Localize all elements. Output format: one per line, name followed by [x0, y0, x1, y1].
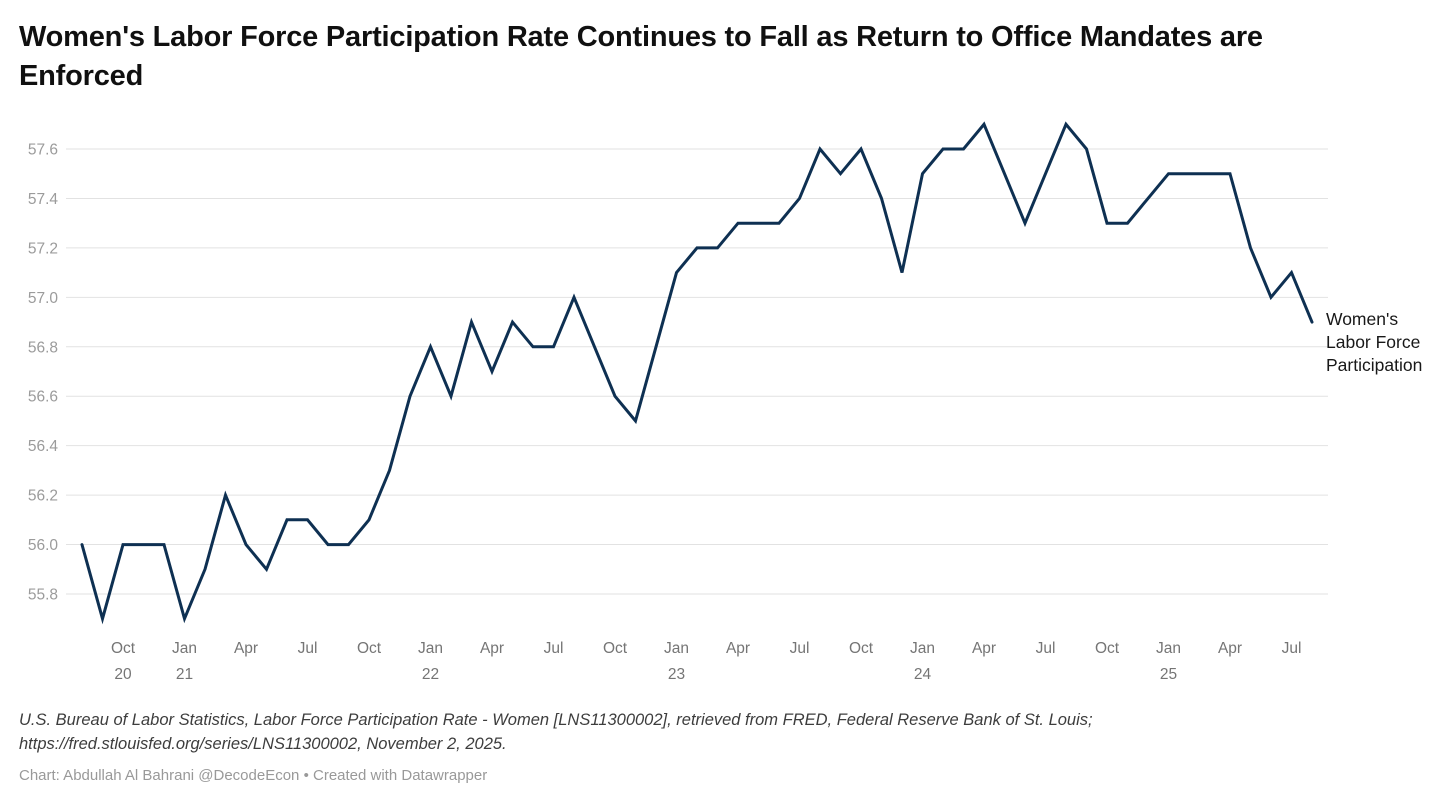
x-tick-label: Jan — [1156, 640, 1181, 657]
y-tick-label: 56.6 — [28, 389, 58, 406]
x-tick-label: Oct — [111, 640, 136, 657]
y-tick-label: 57.2 — [28, 241, 58, 258]
x-tick-label: Apr — [972, 640, 996, 657]
x-tick-label: Oct — [357, 640, 382, 657]
x-tick-year-label: 23 — [668, 666, 685, 683]
x-tick-label: Jul — [1282, 640, 1302, 657]
y-tick-label: 56.4 — [28, 438, 59, 455]
x-tick-label: Jul — [1036, 640, 1056, 657]
y-tick-label: 56.8 — [28, 340, 58, 357]
x-tick-label: Oct — [849, 640, 874, 657]
series-line — [80, 121, 1314, 625]
x-tick-label: Jul — [544, 640, 564, 657]
x-tick-label: Jul — [298, 640, 318, 657]
x-tick-label: Apr — [726, 640, 750, 657]
y-tick-label: 57.4 — [28, 191, 59, 208]
x-tick-year-label: 22 — [422, 666, 439, 683]
y-tick-label: 57.0 — [28, 290, 59, 307]
x-tick-year-label: 25 — [1160, 666, 1177, 683]
x-tick-label: Jan — [418, 640, 443, 657]
chart-title: Women's Labor Force Participation Rate C… — [19, 21, 1263, 93]
x-tick-label: Jan — [910, 640, 935, 657]
x-tick-label: Oct — [603, 640, 628, 657]
x-tick-year-label: 21 — [176, 666, 193, 683]
chart-area: 55.8 56.0 56.2 56.4 56.6 56.8 57.0 57.2 57.4 57.6… — [0, 108, 1456, 683]
y-tick-label: 56.0 — [28, 537, 59, 554]
x-tick-label: Oct — [1095, 640, 1120, 657]
y-tick-label: 57.6 — [28, 142, 58, 159]
x-tick-year-label: 24 — [914, 666, 932, 683]
x-tick-label: Jan — [664, 640, 689, 657]
x-tick-label: Apr — [480, 640, 504, 657]
x-tick-label: Apr — [234, 640, 258, 657]
series-end-label: Women's Labor Force Participation — [1326, 309, 1423, 375]
byline: Chart: Abdullah Al Bahrani @DecodeEcon •… — [19, 767, 488, 785]
y-tick-label: 56.2 — [28, 488, 58, 505]
x-tick-label: Jan — [172, 640, 197, 657]
y-tick-label: 55.8 — [28, 587, 58, 604]
x-tick-year-label: 20 — [114, 666, 132, 683]
x-tick-label: Jul — [790, 640, 810, 657]
x-tick-label: Apr — [1218, 640, 1242, 657]
line-chart: 55.8 56.0 56.2 56.4 56.6 56.8 57.0 57.2 57.4 57.6… — [28, 121, 1328, 683]
source-note: U.S. Bureau of Labor Statistics, Labor F… — [19, 711, 1093, 754]
